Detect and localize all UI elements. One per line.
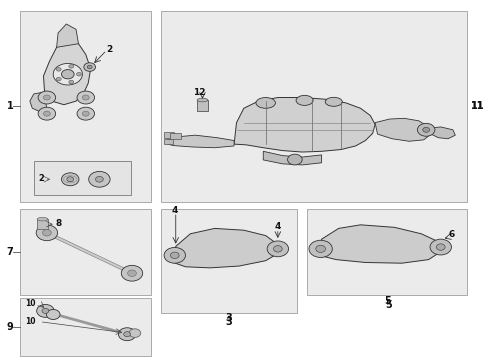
Bar — [161, 12, 467, 202]
Circle shape — [37, 305, 54, 318]
Polygon shape — [234, 98, 374, 152]
Circle shape — [77, 107, 94, 120]
Circle shape — [435, 244, 444, 250]
Text: 4: 4 — [274, 222, 281, 231]
Circle shape — [38, 91, 56, 104]
Polygon shape — [165, 135, 234, 148]
Circle shape — [61, 69, 74, 79]
Circle shape — [42, 230, 51, 236]
Polygon shape — [374, 118, 430, 141]
Bar — [20, 209, 151, 295]
Bar — [163, 132, 174, 138]
Ellipse shape — [197, 98, 207, 102]
Circle shape — [61, 173, 79, 186]
Circle shape — [273, 246, 282, 252]
Bar — [197, 100, 207, 111]
Polygon shape — [43, 40, 90, 105]
Text: 11: 11 — [470, 102, 484, 112]
Circle shape — [82, 111, 89, 116]
Bar — [37, 219, 48, 229]
Circle shape — [121, 265, 142, 281]
Bar — [163, 139, 173, 144]
Circle shape — [53, 63, 82, 85]
Circle shape — [164, 247, 185, 263]
Text: 10: 10 — [25, 299, 36, 308]
Ellipse shape — [295, 95, 312, 105]
Text: 3: 3 — [225, 313, 232, 323]
Circle shape — [95, 176, 103, 182]
Polygon shape — [263, 151, 321, 165]
Ellipse shape — [37, 217, 48, 221]
Circle shape — [429, 239, 450, 255]
Text: 9: 9 — [6, 322, 13, 332]
Bar — [161, 209, 297, 313]
Circle shape — [43, 111, 50, 116]
Polygon shape — [319, 225, 440, 263]
Polygon shape — [430, 127, 454, 139]
Circle shape — [170, 252, 179, 258]
Circle shape — [266, 241, 288, 257]
Circle shape — [123, 332, 130, 337]
Circle shape — [422, 127, 428, 132]
Bar — [20, 12, 151, 202]
Bar — [169, 134, 180, 139]
Circle shape — [36, 225, 58, 241]
Text: 3: 3 — [225, 317, 232, 327]
Text: 5: 5 — [384, 300, 391, 310]
Polygon shape — [57, 24, 79, 47]
Circle shape — [43, 95, 50, 100]
Text: 11: 11 — [470, 102, 484, 112]
Circle shape — [417, 123, 434, 136]
Circle shape — [315, 245, 325, 252]
Bar — [306, 209, 467, 295]
Circle shape — [38, 107, 56, 120]
Circle shape — [56, 68, 61, 71]
Text: 2: 2 — [39, 174, 44, 183]
Ellipse shape — [255, 98, 275, 108]
Text: 8: 8 — [56, 219, 62, 228]
Text: 5: 5 — [383, 296, 390, 306]
Circle shape — [67, 177, 74, 182]
Text: 2: 2 — [106, 45, 113, 54]
Circle shape — [83, 63, 95, 71]
Circle shape — [82, 95, 89, 100]
Text: 12: 12 — [193, 87, 205, 96]
Ellipse shape — [325, 97, 342, 106]
Circle shape — [69, 64, 74, 68]
Circle shape — [308, 240, 332, 257]
Circle shape — [77, 91, 94, 104]
Text: 4: 4 — [171, 206, 178, 215]
Circle shape — [127, 270, 136, 276]
Circle shape — [88, 171, 110, 187]
Circle shape — [118, 328, 136, 341]
Circle shape — [46, 310, 60, 319]
Circle shape — [56, 77, 61, 81]
Polygon shape — [30, 92, 47, 112]
Circle shape — [287, 154, 302, 165]
Circle shape — [129, 329, 141, 337]
Bar — [34, 161, 131, 195]
Polygon shape — [173, 228, 277, 268]
Circle shape — [69, 80, 74, 84]
Text: 6: 6 — [447, 230, 453, 239]
Text: 10: 10 — [25, 317, 36, 326]
Circle shape — [87, 65, 92, 69]
Circle shape — [42, 309, 49, 314]
Bar — [20, 298, 151, 356]
Text: 1: 1 — [6, 102, 13, 112]
Text: 7: 7 — [6, 247, 13, 257]
Circle shape — [77, 72, 81, 76]
